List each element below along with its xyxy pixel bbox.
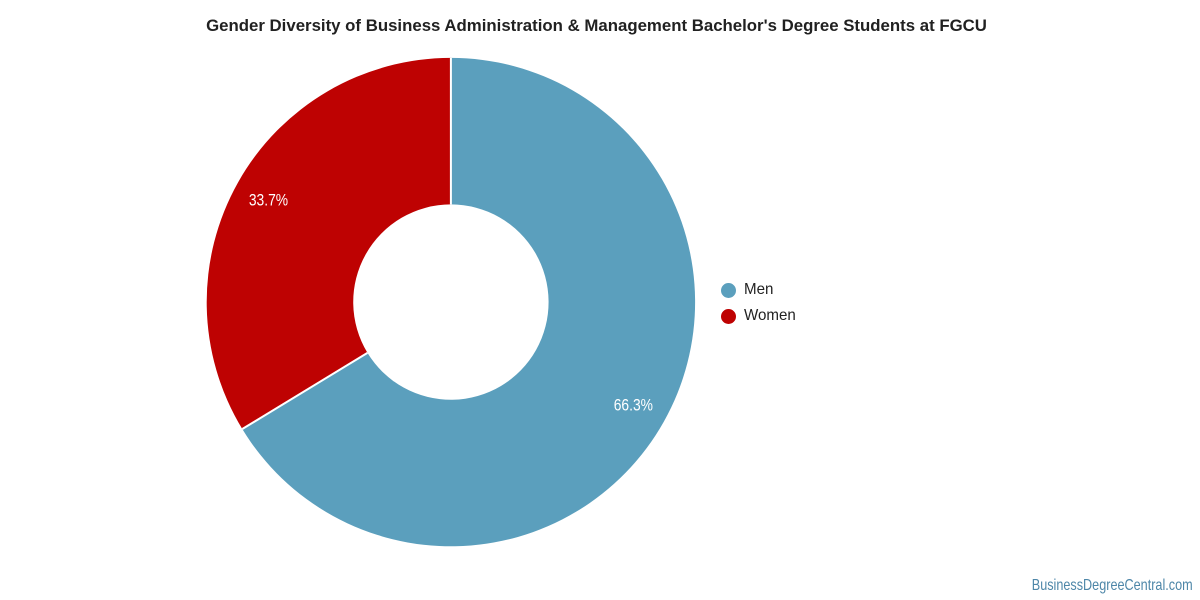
legend-label-women: Women bbox=[744, 307, 796, 324]
slice-label-women: 33.7% bbox=[249, 191, 288, 209]
chart-title: Gender Diversity of Business Administrat… bbox=[206, 16, 987, 35]
legend: Men Women bbox=[721, 277, 799, 329]
slice-separator bbox=[241, 352, 368, 430]
slice-women[interactable] bbox=[206, 57, 451, 430]
legend-item-women[interactable]: Women bbox=[721, 303, 799, 329]
legend-label-men: Men bbox=[744, 281, 774, 298]
legend-swatch-men-icon bbox=[721, 282, 736, 298]
legend-item-men[interactable]: Men bbox=[721, 277, 799, 303]
legend-swatch-women-icon bbox=[721, 308, 736, 324]
watermark-link[interactable]: BusinessDegreeCentral.com bbox=[1032, 577, 1193, 594]
slice-men[interactable] bbox=[242, 57, 696, 547]
slice-label-men: 66.3% bbox=[614, 397, 653, 415]
